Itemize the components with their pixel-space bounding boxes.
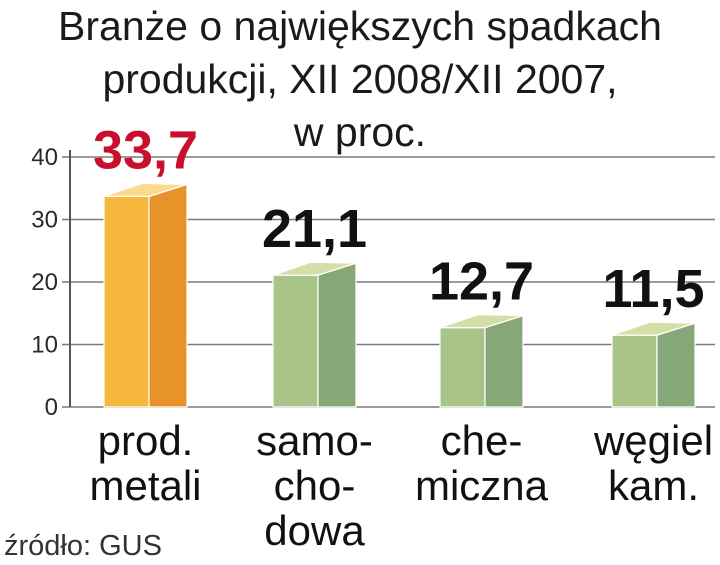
bar-side-face	[317, 262, 357, 408]
source-note: źródło: GUS	[4, 530, 162, 562]
chart-title-line-2: produkcji, XII 2008/XII 2007,	[102, 56, 617, 102]
bar-front-face	[272, 274, 319, 408]
category-labels: prod.metali samo-cho-dowa che-miczna węgiel…	[89, 417, 713, 554]
y-tick-label: 10	[31, 332, 58, 359]
bar	[611, 321, 696, 408]
bar-front-face	[103, 195, 150, 408]
chart-title-line-3: w proc.	[293, 109, 426, 155]
bar-value-label: 12,7	[429, 252, 534, 312]
category-label: miczna	[415, 462, 549, 509]
bars	[103, 182, 696, 408]
bar-side-face	[148, 183, 188, 408]
bar	[103, 182, 188, 408]
value-labels: 33,7 21,1 12,7 11,5	[93, 120, 705, 319]
chart-title: Branże o największych spadkach produkcji…	[58, 3, 662, 155]
y-tick-label: 40	[31, 144, 58, 171]
category-label: samo-	[256, 417, 373, 464]
bar-value-label: 33,7	[93, 120, 198, 180]
y-axis-ticks: 0 10 20 30 40	[31, 144, 58, 421]
bar-top-face	[611, 321, 696, 336]
bar	[439, 314, 524, 408]
y-tick-label: 30	[31, 207, 58, 234]
chart-title-line-1: Branże o największych spadkach	[58, 3, 662, 49]
bar-value-label: 11,5	[602, 259, 704, 319]
bar-front-face	[611, 334, 658, 408]
bar-side-face	[484, 314, 524, 408]
bar-front-face	[439, 327, 486, 408]
category-label: che-	[441, 417, 523, 464]
bar-top-face	[272, 261, 357, 276]
bar-top-face	[103, 182, 188, 197]
y-tick-label: 20	[31, 269, 58, 296]
bar-value-label: 21,1	[262, 199, 367, 259]
y-tick-label: 0	[45, 394, 58, 421]
category-label: cho-	[274, 462, 356, 509]
bar-side-face	[656, 322, 696, 408]
bar-top-face	[439, 314, 524, 329]
category-label: kam.	[608, 462, 699, 509]
category-label: metali	[89, 462, 201, 509]
category-label: prod.	[98, 417, 194, 464]
category-label: węgiel	[593, 417, 713, 464]
category-label: dowa	[264, 507, 365, 554]
bar	[272, 261, 357, 408]
